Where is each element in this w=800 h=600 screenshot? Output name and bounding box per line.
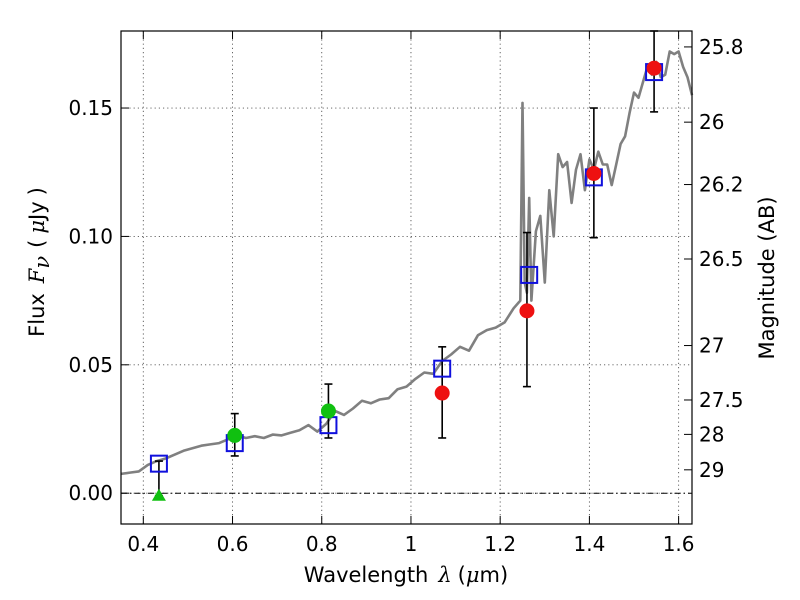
x-tick-label: 1.2 <box>484 532 516 556</box>
model-photometry-square <box>520 265 539 284</box>
y-tick-label: 0.00 <box>68 481 113 505</box>
magnitude-tick-label: 28 <box>699 422 724 446</box>
y-tick-label: 0.15 <box>68 96 113 120</box>
magnitude-tick-label: 26.5 <box>699 247 744 271</box>
upper-limit-triangle <box>151 488 166 501</box>
y-tick-label: 0.05 <box>68 353 113 377</box>
y-axis-ticks: 0.00 0.05 0.10 0.15 <box>68 96 129 505</box>
magnitude-tick-label: 26 <box>699 110 724 134</box>
red-data-point <box>646 60 662 76</box>
magnitude-tick-label: 27 <box>699 334 724 358</box>
x-axis-ticks: 0.4 0.6 0.8 1 1.2 1.4 1.6 <box>127 31 695 556</box>
x-tick-label: 1 <box>405 532 418 556</box>
error-bars <box>154 30 659 497</box>
magnitude-tick-label: 25.8 <box>699 35 744 59</box>
x-tick-label: 1.6 <box>663 532 695 556</box>
red-data-point <box>586 166 602 182</box>
model-photometry-square <box>149 454 168 473</box>
x-tick-label: 0.4 <box>127 532 159 556</box>
data-markers <box>149 60 664 501</box>
x-axis-label: Wavelength λ (μm) <box>304 563 508 587</box>
red-data-point <box>519 303 535 319</box>
x-tick-label: 1.4 <box>573 532 605 556</box>
y-axis-label: FluxFν(μJy) <box>25 187 54 337</box>
magnitude-tick-label: 29 <box>699 458 724 482</box>
magnitude-axis-ticks: 25.8 26 26.2 26.5 27 27.5 28 29 <box>684 35 744 482</box>
red-data-point <box>434 385 450 401</box>
plot-frame <box>120 30 693 525</box>
green-data-point <box>227 427 243 443</box>
model-photometry-square <box>433 359 452 378</box>
grid-lines <box>121 31 692 524</box>
magnitude-tick-label: 26.2 <box>699 173 744 197</box>
model-spectrum-layer <box>120 50 694 476</box>
x-tick-label: 0.6 <box>217 532 249 556</box>
y-tick-label: 0.10 <box>68 224 113 248</box>
green-data-point <box>320 403 336 419</box>
magnitude-tick-label: 27.5 <box>699 388 744 412</box>
model-spectrum-line <box>120 50 694 476</box>
magnitude-axis-label: Magnitude (AB) <box>755 196 779 359</box>
x-tick-label: 0.8 <box>306 532 338 556</box>
